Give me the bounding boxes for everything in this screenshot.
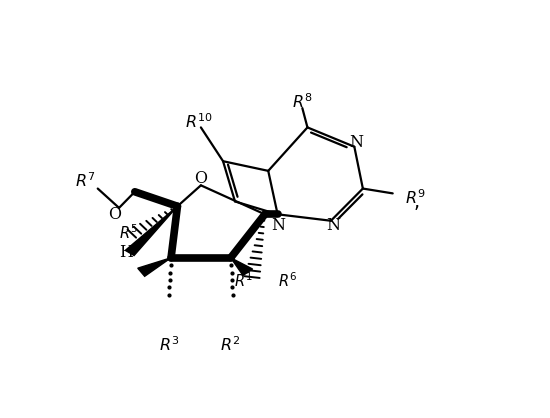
Text: N: N xyxy=(349,134,363,151)
Text: $R^{1}$: $R^{1}$ xyxy=(234,271,253,290)
Text: N: N xyxy=(272,217,285,234)
Text: $R^{9}$: $R^{9}$ xyxy=(405,189,425,208)
Text: $R^{7}$: $R^{7}$ xyxy=(75,172,95,191)
Text: $R^{5}$: $R^{5}$ xyxy=(119,224,138,242)
Text: ,: , xyxy=(413,193,419,212)
Text: O: O xyxy=(194,171,207,187)
Polygon shape xyxy=(231,258,252,275)
Text: O: O xyxy=(108,206,122,224)
Text: $R^{10}$: $R^{10}$ xyxy=(185,113,213,132)
Text: $R^{6}$: $R^{6}$ xyxy=(278,271,297,290)
Text: $R^{2}$: $R^{2}$ xyxy=(220,336,240,355)
Text: $R^{8}$: $R^{8}$ xyxy=(292,93,312,112)
Text: H: H xyxy=(119,245,133,261)
Polygon shape xyxy=(125,206,178,255)
Text: N: N xyxy=(326,217,340,234)
Text: $R^{3}$: $R^{3}$ xyxy=(159,336,179,355)
Polygon shape xyxy=(138,258,171,276)
